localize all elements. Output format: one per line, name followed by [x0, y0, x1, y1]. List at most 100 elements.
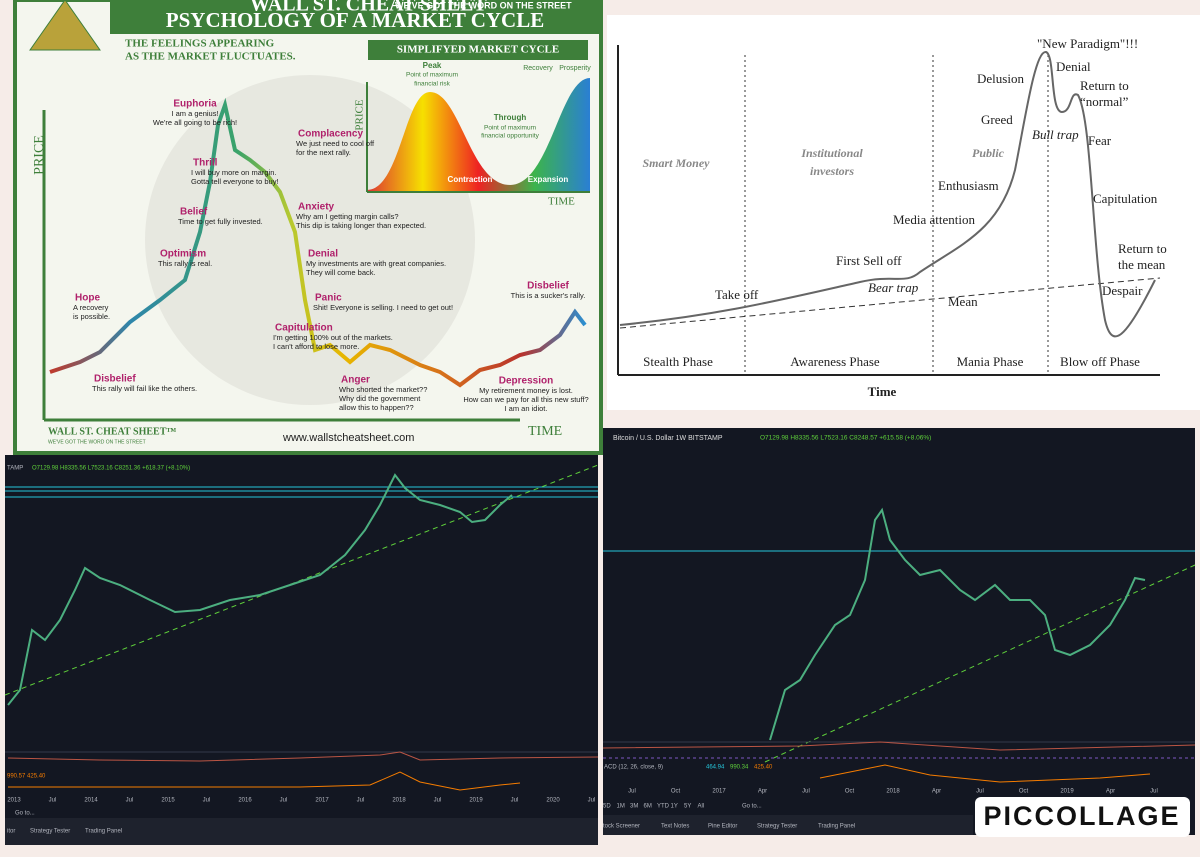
- x-tick-label: 2019: [1060, 789, 1074, 795]
- stage-label: Denial: [1056, 59, 1091, 74]
- stage-quote: I can't afford to lose more.: [273, 342, 359, 351]
- tab[interactable]: Pine Editor: [708, 824, 737, 830]
- stage-name: Belief: [180, 207, 208, 218]
- phase-curve: [619, 51, 1156, 338]
- x-tick-label: Jul: [628, 789, 636, 795]
- inset-note: financial risk: [414, 81, 451, 88]
- mean-line: [619, 277, 1161, 329]
- stage-quote: Why am I getting margin calls?: [296, 212, 399, 221]
- range-button[interactable]: 1M: [617, 804, 625, 810]
- logo-pyramid: [29, 0, 101, 51]
- stage-name: Disbelief: [527, 281, 569, 292]
- phase-label: Awareness Phase: [790, 354, 880, 369]
- tab[interactable]: Strategy Tester: [30, 829, 70, 835]
- x-tick-label: 2016: [238, 798, 252, 804]
- stage-label: Media attention: [893, 212, 975, 227]
- stage-label: Mean: [948, 294, 978, 309]
- chart-left-levels: [5, 486, 598, 498]
- stage-name: Disbelief: [94, 374, 136, 385]
- ohlc: O7129.98 H8335.56 L7523.16 C8251.36 +618…: [32, 466, 190, 472]
- x-tick-label: Jul: [434, 798, 442, 804]
- x-tick-label: Jul: [976, 789, 984, 795]
- inset-banner: [368, 40, 588, 60]
- ohlc: O7129.98 H8335.56 L7523.16 C8248.57 +615…: [760, 435, 931, 442]
- x-tick-label: Apr: [758, 789, 767, 795]
- chart-right-rsi: [602, 741, 1196, 751]
- x-tick-label: Jul: [49, 798, 57, 804]
- stage-quote: I am an idiot.: [505, 404, 548, 413]
- logo: PICCOLLAGE: [983, 801, 1180, 831]
- tab[interactable]: Trading Panel: [85, 829, 122, 835]
- range-button[interactable]: 1Y: [671, 804, 678, 810]
- stage-quote: My investments are with great companies.: [306, 259, 446, 268]
- stage-quote: allow this to happen??: [339, 403, 414, 412]
- stage-label: the mean: [1118, 257, 1166, 272]
- symbol: Bitcoin / U.S. Dollar 1W BITSTAMP: [613, 435, 723, 442]
- group-label: Smart Money: [642, 156, 710, 170]
- inset-label: Peak: [423, 61, 442, 70]
- goto[interactable]: Go to...: [742, 804, 762, 810]
- stage-label: Delusion: [977, 71, 1024, 86]
- range-button[interactable]: YTD: [657, 804, 670, 810]
- chart-left-toolbar: [5, 818, 598, 845]
- x-tick-label: 2017: [712, 789, 726, 795]
- title-banner: [110, 0, 600, 34]
- group-label: Institutional: [800, 146, 863, 160]
- goto[interactable]: Go to...: [15, 811, 35, 817]
- x-tick-label: Jul: [203, 798, 211, 804]
- stage-name: Hope: [75, 293, 100, 304]
- stage-quote: Gotta tell everyone to buy!: [191, 177, 279, 186]
- phase-dividers: [744, 55, 1049, 375]
- stage-name: Thrill: [193, 158, 218, 169]
- stage-label: Enthusiasm: [938, 178, 999, 193]
- stage-label: "New Paradigm"!!!: [1037, 36, 1138, 51]
- x-tick-label: Apr: [932, 789, 941, 795]
- stage-quote: Shit! Everyone is selling. I need to get…: [313, 303, 453, 312]
- stage-name: Anxiety: [298, 202, 335, 213]
- inset-label: Recovery: [523, 65, 553, 72]
- chart-right-trend: [764, 564, 1196, 763]
- stage-quote: for the next rally.: [296, 148, 351, 157]
- stage-name: Optimism: [160, 249, 206, 260]
- x-tick-label: 2018: [392, 798, 406, 804]
- stage-label: First Sell off: [836, 253, 902, 268]
- macd-values: 990.57 425.40: [7, 774, 46, 780]
- range-button[interactable]: 6M: [644, 804, 652, 810]
- stage-label: Return to: [1080, 78, 1129, 93]
- stage-label: Despair: [1102, 283, 1143, 298]
- range-button[interactable]: All: [698, 804, 705, 810]
- stage-quote: This rally is real.: [158, 259, 212, 268]
- tab[interactable]: tock Screener: [603, 824, 640, 830]
- tab[interactable]: Trading Panel: [818, 824, 855, 830]
- stage-label: Bull trap: [1032, 127, 1079, 142]
- range-button[interactable]: 5Y: [684, 804, 691, 810]
- x-tick-label: Oct: [1019, 789, 1029, 795]
- stage-name: Depression: [499, 376, 553, 387]
- inset-label: Contraction: [448, 175, 493, 184]
- stage-label: Bear trap: [868, 280, 919, 295]
- stage-name: Euphoria: [173, 99, 217, 110]
- x-tick-label: Jul: [357, 798, 365, 804]
- tab[interactable]: Strategy Tester: [757, 824, 797, 830]
- tab[interactable]: itor: [7, 829, 15, 835]
- watermark: [145, 75, 475, 405]
- macd-value: 425.40: [754, 765, 773, 771]
- stage-quote: Why did the government: [339, 394, 421, 403]
- stage-quote: I'm getting 100% out of the markets.: [273, 333, 393, 342]
- tab[interactable]: Text Notes: [661, 824, 689, 830]
- stage-name: Denial: [308, 249, 338, 260]
- x-tick-label: Jul: [588, 798, 596, 804]
- stage-label: Capitulation: [1093, 191, 1158, 206]
- stage-quote: We just need to cool off: [296, 139, 375, 148]
- range-button[interactable]: 3M: [630, 804, 638, 810]
- stage-quote: They will come back.: [306, 268, 376, 277]
- range-button[interactable]: 5D: [603, 804, 611, 810]
- cycle-price-line: [49, 97, 587, 388]
- inset-axis: PRICE: [354, 99, 366, 130]
- stage-quote: A recovery: [73, 303, 109, 312]
- inset-label: Expansion: [528, 175, 569, 184]
- inset-note: Point of maximum: [406, 72, 458, 79]
- x-tick-label: Jul: [511, 798, 519, 804]
- chart-right-price: [769, 507, 1146, 741]
